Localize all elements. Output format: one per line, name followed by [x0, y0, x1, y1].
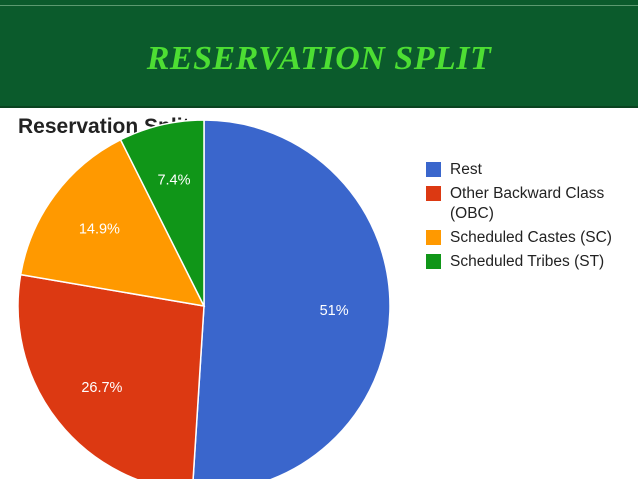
pie-slice-st	[119, 119, 205, 307]
legend-item-sc: Scheduled Castes (SC)	[426, 228, 636, 248]
slide-title: RESERVATION SPLIT	[146, 40, 492, 77]
legend-label-rest: Rest	[450, 161, 482, 178]
pie-slice-sc	[19, 138, 206, 307]
banner-divider	[0, 5, 638, 6]
slice-label-st: 7.4%	[157, 172, 190, 188]
legend-item-obc: Other Backward Class (OBC)	[426, 184, 636, 224]
slice-label-sc: 14.9%	[79, 221, 120, 237]
legend-label-sc: Scheduled Castes (SC)	[450, 229, 612, 246]
pie-slice-obc	[17, 273, 205, 479]
legend-swatch-sc	[426, 230, 441, 245]
legend-item-rest: Rest	[426, 160, 636, 180]
legend-item-st: Scheduled Tribes (ST)	[426, 252, 636, 272]
legend-swatch-st	[426, 254, 441, 269]
pie-slice-rest	[192, 119, 391, 479]
legend-label-st: Scheduled Tribes (ST)	[450, 253, 605, 270]
legend-label-obc: Other Backward Class (OBC)	[450, 185, 605, 222]
chart-legend: Rest Other Backward Class (OBC) Schedule…	[426, 160, 636, 276]
title-banner: RESERVATION SPLIT	[0, 0, 638, 108]
legend-swatch-rest	[426, 162, 441, 177]
slice-label-rest: 51%	[320, 303, 349, 319]
legend-swatch-obc	[426, 186, 441, 201]
slice-label-obc: 26.7%	[81, 380, 122, 396]
